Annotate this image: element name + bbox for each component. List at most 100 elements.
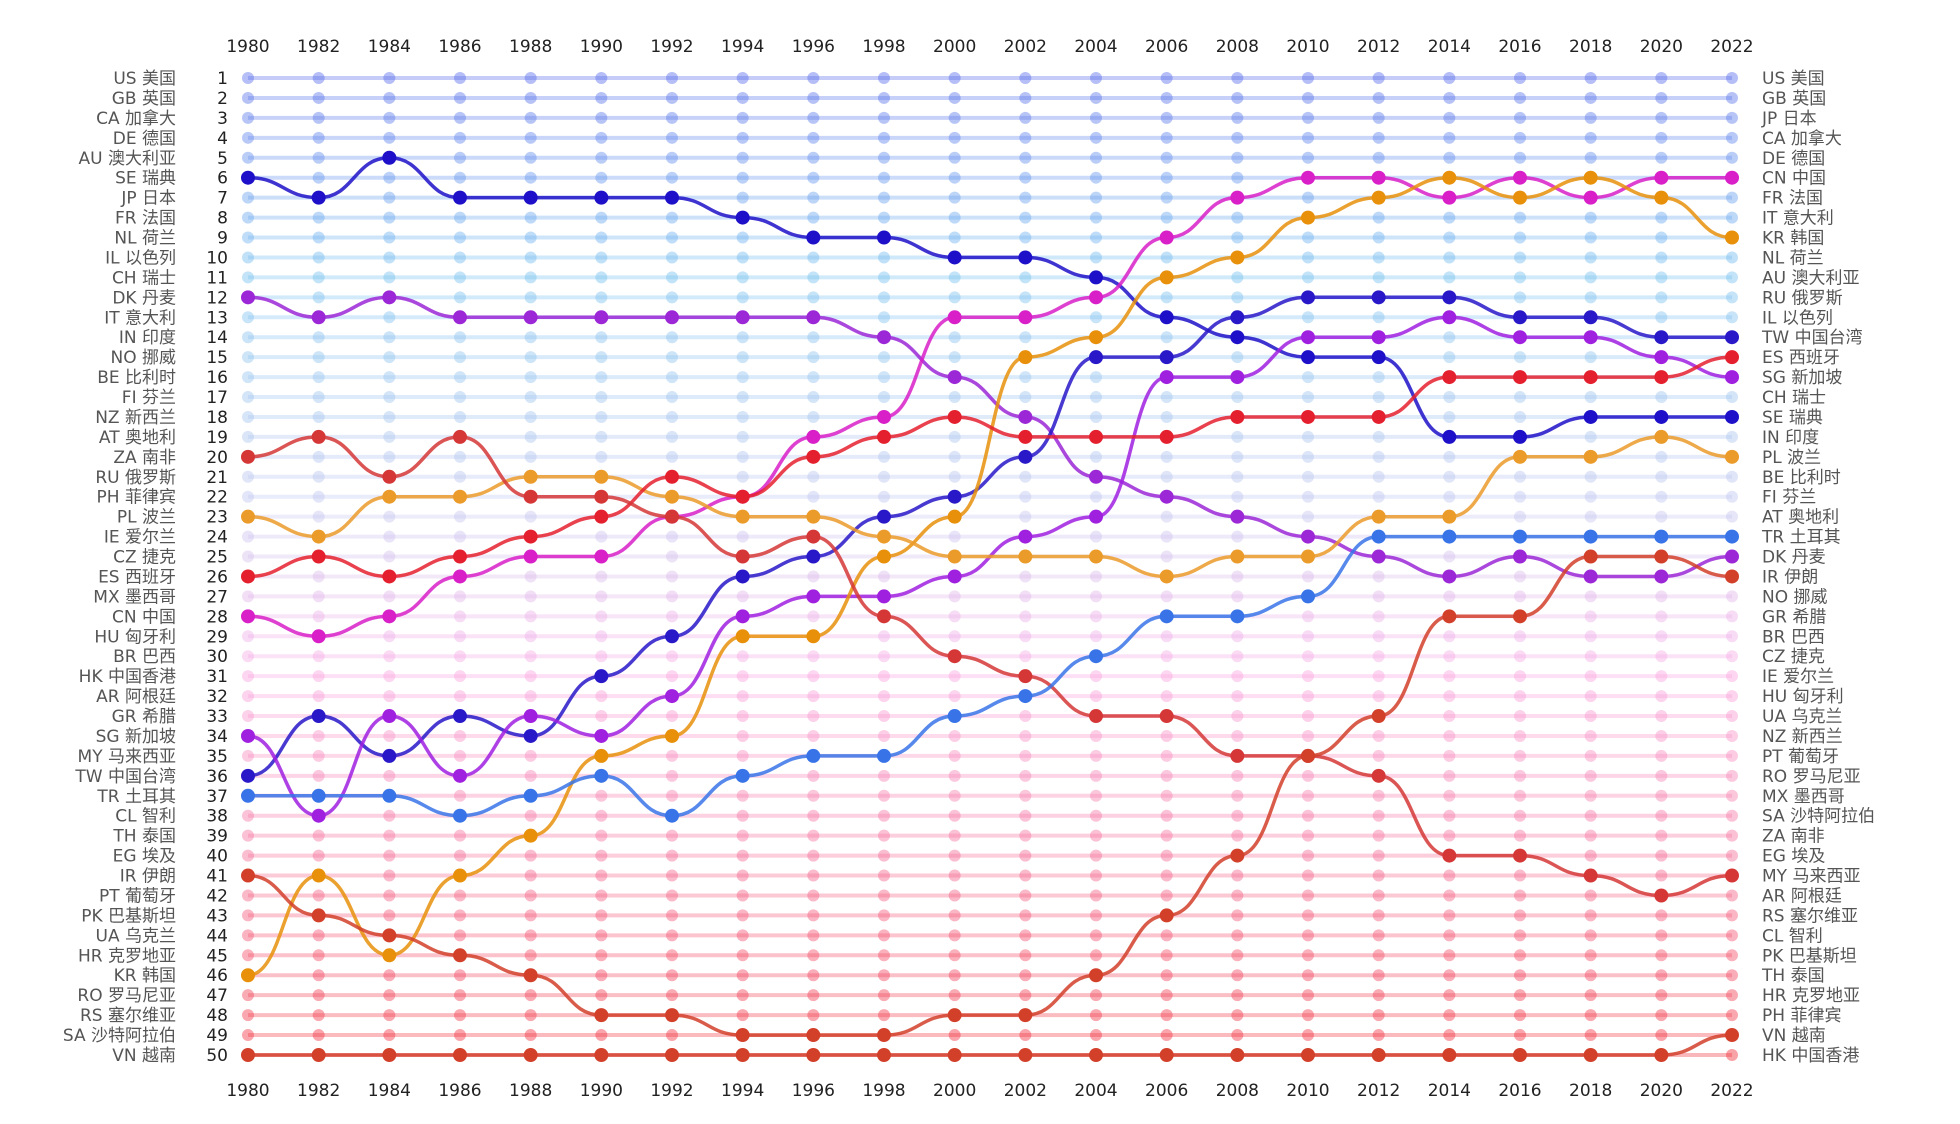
background-point xyxy=(807,211,820,224)
background-point xyxy=(1514,670,1526,683)
background-point xyxy=(1372,889,1385,902)
rank-label: 14 xyxy=(206,328,228,348)
series-point xyxy=(1513,170,1527,185)
background-point xyxy=(1231,710,1244,723)
background-point xyxy=(948,72,961,84)
series-point xyxy=(1583,569,1598,584)
background-point xyxy=(1514,470,1526,483)
x-tick-label: 2006 xyxy=(1145,37,1188,57)
x-tick-label: 1994 xyxy=(721,1081,764,1101)
background-point xyxy=(1584,271,1597,284)
background-point xyxy=(1019,570,1032,583)
background-point xyxy=(1090,729,1102,742)
background-point xyxy=(948,91,961,104)
background-point xyxy=(1019,231,1032,244)
series-point xyxy=(594,1008,609,1023)
series-point xyxy=(1089,350,1103,365)
background-point xyxy=(666,829,678,842)
background-point xyxy=(595,351,608,364)
background-point xyxy=(1160,450,1173,463)
series-point xyxy=(1301,409,1315,424)
background-point xyxy=(1160,969,1173,982)
left-country-label: SA 沙特阿拉伯 xyxy=(63,1026,176,1046)
right-country-label: IR 伊朗 xyxy=(1762,567,1818,587)
background-point xyxy=(383,271,396,284)
background-point xyxy=(524,231,537,244)
background-point xyxy=(1655,989,1668,1002)
background-point xyxy=(1090,391,1102,404)
background-point xyxy=(1160,789,1173,802)
left-country-label: PH 菲律宾 xyxy=(97,488,176,508)
background-point xyxy=(242,271,254,284)
rank-label: 35 xyxy=(206,747,228,767)
background-point xyxy=(524,450,537,463)
background-point xyxy=(807,331,820,344)
background-point xyxy=(595,410,608,423)
background-point xyxy=(1160,769,1173,782)
background-point xyxy=(1372,849,1385,862)
background-point xyxy=(524,371,537,384)
series-point xyxy=(1018,1048,1033,1062)
background-point xyxy=(1655,909,1668,922)
background-point xyxy=(1584,391,1597,404)
background-point xyxy=(666,450,678,463)
series-point xyxy=(523,828,538,843)
left-country-label: IN 印度 xyxy=(119,328,176,348)
background-point xyxy=(948,450,961,463)
background-point xyxy=(595,650,608,663)
left-country-label: PT 葡萄牙 xyxy=(99,886,176,906)
series-point xyxy=(453,569,467,584)
series-point xyxy=(311,190,326,205)
background-point xyxy=(736,111,749,124)
series-point xyxy=(1654,190,1669,205)
series-point xyxy=(382,150,397,165)
background-point xyxy=(383,1009,396,1022)
left-country-label: IE 爱尔兰 xyxy=(104,528,176,548)
series-point xyxy=(311,1048,326,1062)
series-point xyxy=(1301,350,1315,365)
background-point xyxy=(312,72,325,84)
series-point xyxy=(735,1048,750,1062)
series-point xyxy=(947,709,962,724)
background-point xyxy=(878,271,890,284)
series-point xyxy=(1371,709,1386,724)
background-point xyxy=(666,749,678,762)
background-point xyxy=(383,251,396,264)
background-point xyxy=(807,271,820,284)
background-point xyxy=(383,829,396,842)
series-point xyxy=(1371,190,1386,205)
background-point xyxy=(807,789,820,802)
background-point xyxy=(878,211,890,224)
background-point xyxy=(1372,729,1385,742)
background-point xyxy=(807,490,820,503)
background-point xyxy=(948,391,961,404)
background-point xyxy=(1514,710,1526,723)
background-point xyxy=(736,391,749,404)
rank-label: 17 xyxy=(206,388,228,408)
background-point xyxy=(312,450,325,463)
background-point xyxy=(1372,231,1385,244)
background-point xyxy=(1443,929,1456,942)
background-point xyxy=(1302,371,1314,384)
background-point xyxy=(242,749,254,762)
series-point xyxy=(1159,310,1174,325)
series-point xyxy=(735,509,750,524)
rank-label: 27 xyxy=(206,587,228,607)
background-point xyxy=(454,470,466,483)
series-point xyxy=(806,310,821,325)
right-country-label: IN 印度 xyxy=(1762,428,1819,448)
x-tick-label: 2014 xyxy=(1428,1081,1471,1101)
background-point xyxy=(454,271,466,284)
background-point xyxy=(1726,929,1738,942)
background-point xyxy=(1160,151,1173,164)
series-point xyxy=(523,190,538,205)
series-point xyxy=(1442,429,1457,444)
background-point xyxy=(242,590,254,603)
background-point xyxy=(1655,809,1668,822)
series-point xyxy=(1089,270,1103,285)
background-point xyxy=(383,410,396,423)
right-country-label: DE 德国 xyxy=(1762,149,1825,169)
background-point xyxy=(1514,949,1526,962)
x-tick-label: 2004 xyxy=(1074,1081,1117,1101)
background-point xyxy=(1372,749,1385,762)
